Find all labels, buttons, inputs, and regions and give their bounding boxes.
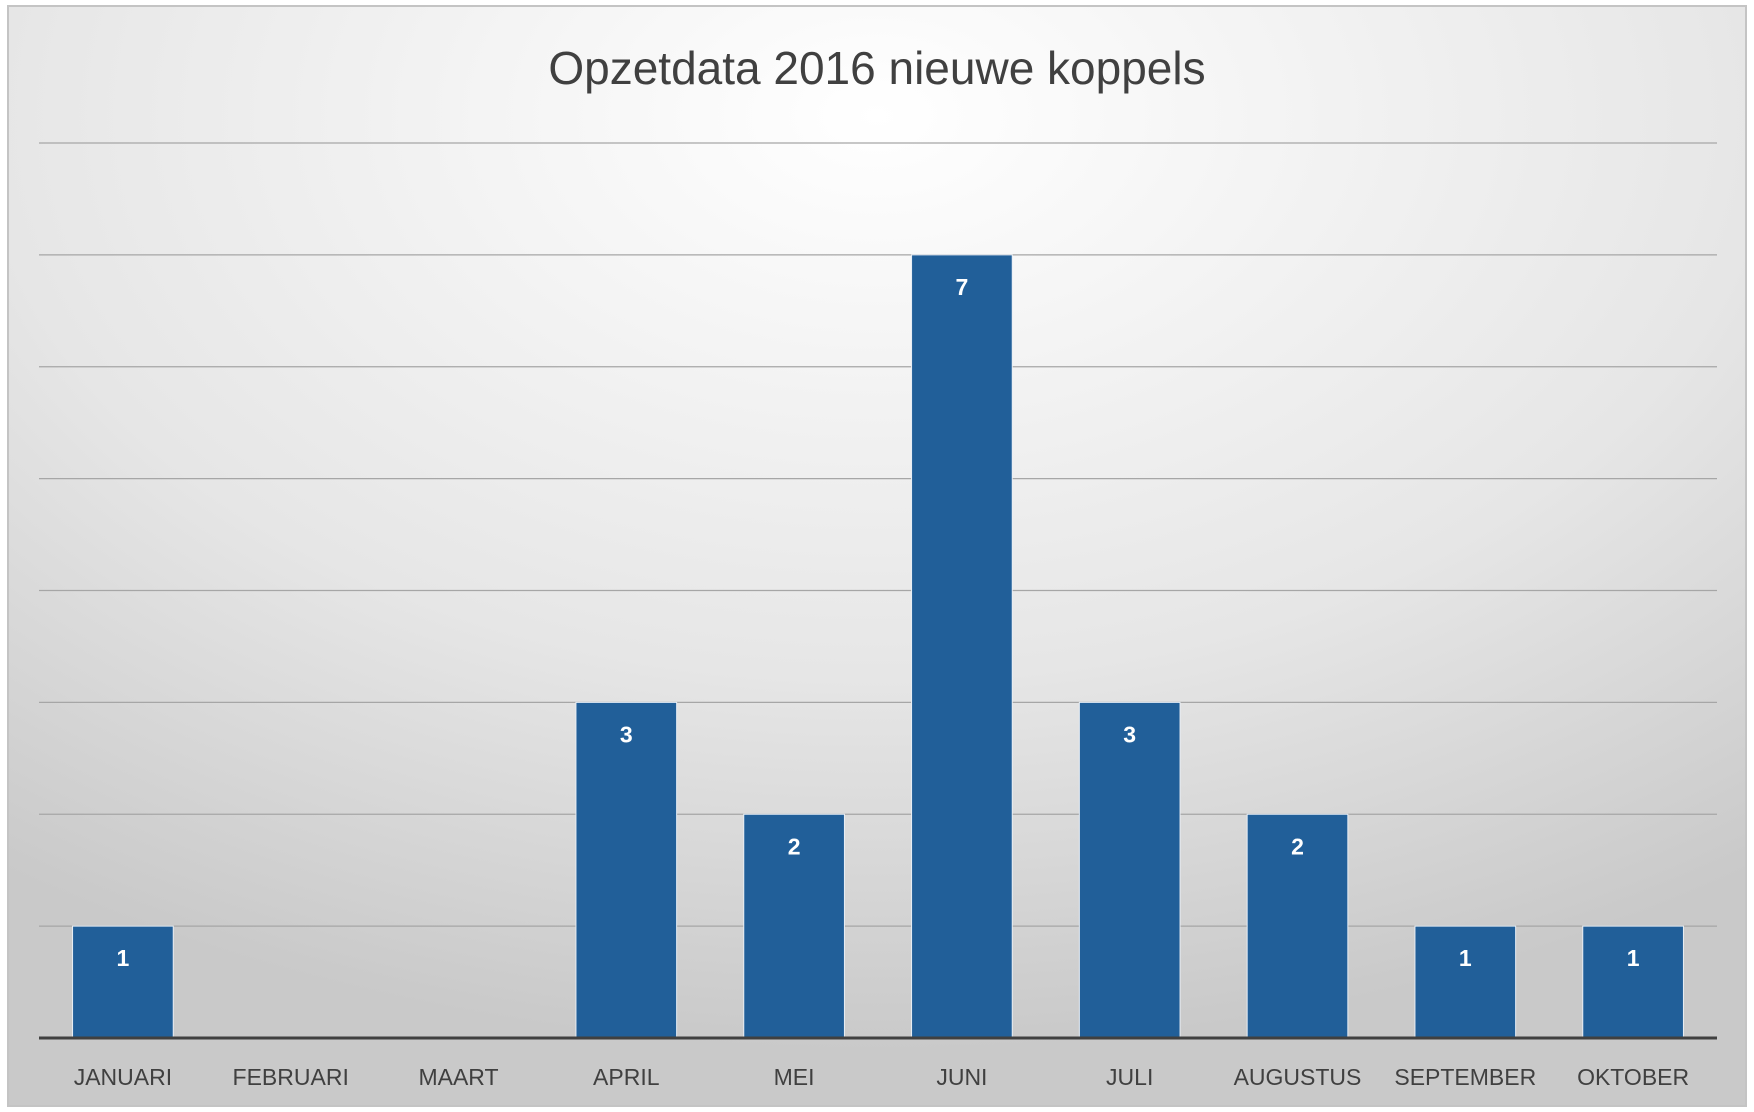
data-label: 1 — [1627, 945, 1640, 971]
x-tick-label: JULI — [1106, 1064, 1153, 1090]
data-label: 2 — [788, 833, 801, 859]
chart-title: Opzetdata 2016 nieuwe koppels — [548, 42, 1205, 94]
bar — [72, 925, 174, 1039]
x-tick-label: JANUARI — [74, 1064, 172, 1090]
bar — [1582, 925, 1684, 1039]
data-label: 1 — [1459, 945, 1472, 971]
data-label: 7 — [956, 274, 969, 300]
bar — [575, 701, 678, 1039]
bar — [1414, 925, 1517, 1039]
chart-background — [7, 5, 1747, 1107]
data-label: 3 — [1123, 721, 1136, 747]
x-tick-label: MAART — [418, 1064, 498, 1090]
data-label: 3 — [620, 721, 633, 747]
data-label: 1 — [117, 945, 130, 971]
x-tick-label: JUNI — [936, 1064, 987, 1090]
x-tick-label: APRIL — [593, 1064, 660, 1090]
x-tick-label: FEBRUARI — [233, 1064, 349, 1090]
x-tick-label: OKTOBER — [1577, 1064, 1689, 1090]
data-label: 2 — [1291, 833, 1304, 859]
x-tick-label: AUGUSTUS — [1234, 1064, 1362, 1090]
x-tick-label: MEI — [774, 1064, 815, 1090]
bar — [1078, 701, 1181, 1039]
bar — [911, 254, 1013, 1039]
x-tick-label: SEPTEMBER — [1394, 1064, 1536, 1090]
